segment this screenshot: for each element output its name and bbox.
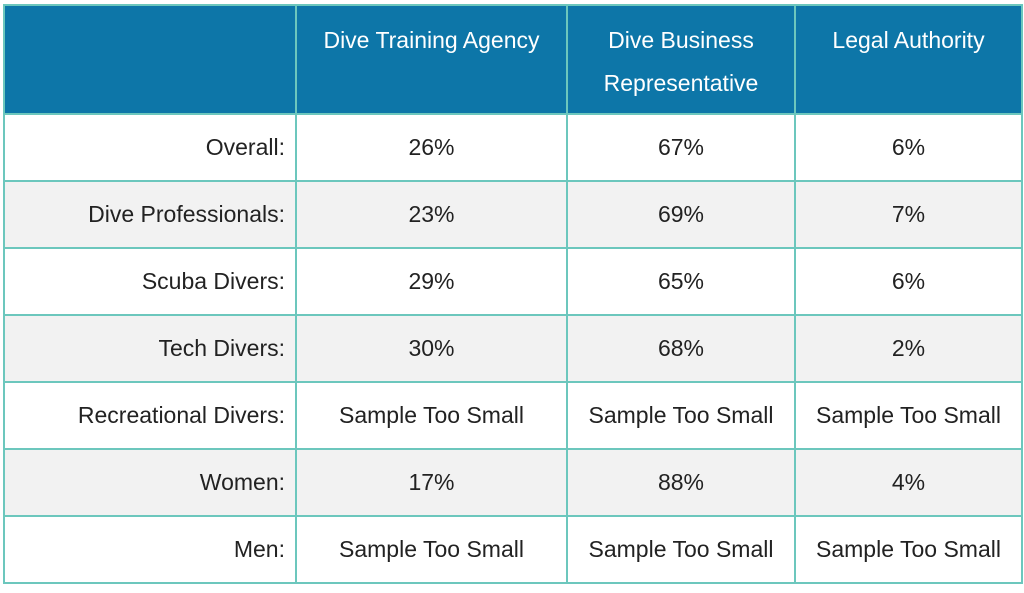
table-cell: Sample Too Small [295,515,568,584]
header-label: Dive Training Agency [323,27,540,53]
table-cell: 23% [295,180,568,249]
row-label: Overall: [3,113,297,182]
table-cell: 6% [794,113,1023,182]
table-cell: Sample Too Small [295,381,568,450]
table-cell: 67% [566,113,796,182]
row-label: Dive Professionals: [3,180,297,249]
table-cell: Sample Too Small [566,381,796,450]
table-row: Scuba Divers: 29% 65% 6% [3,247,1023,316]
table-cell: 65% [566,247,796,316]
table-cell: Sample Too Small [794,515,1023,584]
table-cell: 26% [295,113,568,182]
header-dive-training-agency: Dive Training Agency [295,4,568,115]
table-row: Recreational Divers: Sample Too Small Sa… [3,381,1023,450]
table-cell: Sample Too Small [566,515,796,584]
table-row: Women: 17% 88% 4% [3,448,1023,517]
row-label: Women: [3,448,297,517]
table-row: Men: Sample Too Small Sample Too Small S… [3,515,1023,584]
row-label: Men: [3,515,297,584]
table-cell: 17% [295,448,568,517]
header-label: Legal Authority [832,27,985,53]
table-cell: 2% [794,314,1023,383]
table-cell: 30% [295,314,568,383]
header-legal-authority: Legal Authority [794,4,1023,115]
results-table: Dive Training Agency Dive Business Repre… [3,4,1023,584]
header-label-line1: Dive Business [608,27,754,53]
table-row: Dive Professionals: 23% 69% 7% [3,180,1023,249]
row-label: Recreational Divers: [3,381,297,450]
table-row: Tech Divers: 30% 68% 2% [3,314,1023,383]
header-corner-cell [3,4,297,115]
row-label: Tech Divers: [3,314,297,383]
table-cell: 4% [794,448,1023,517]
header-row: Dive Training Agency Dive Business Repre… [3,4,1023,115]
table-cell: 88% [566,448,796,517]
table-cell: 6% [794,247,1023,316]
header-label-line2: Representative [603,70,759,96]
table-cell: 68% [566,314,796,383]
row-label: Scuba Divers: [3,247,297,316]
table-cell: 29% [295,247,568,316]
table-cell: 69% [566,180,796,249]
table-cell: Sample Too Small [794,381,1023,450]
table-row: Overall: 26% 67% 6% [3,113,1023,182]
table-cell: 7% [794,180,1023,249]
header-dive-business-representative: Dive Business Representative [566,4,796,115]
